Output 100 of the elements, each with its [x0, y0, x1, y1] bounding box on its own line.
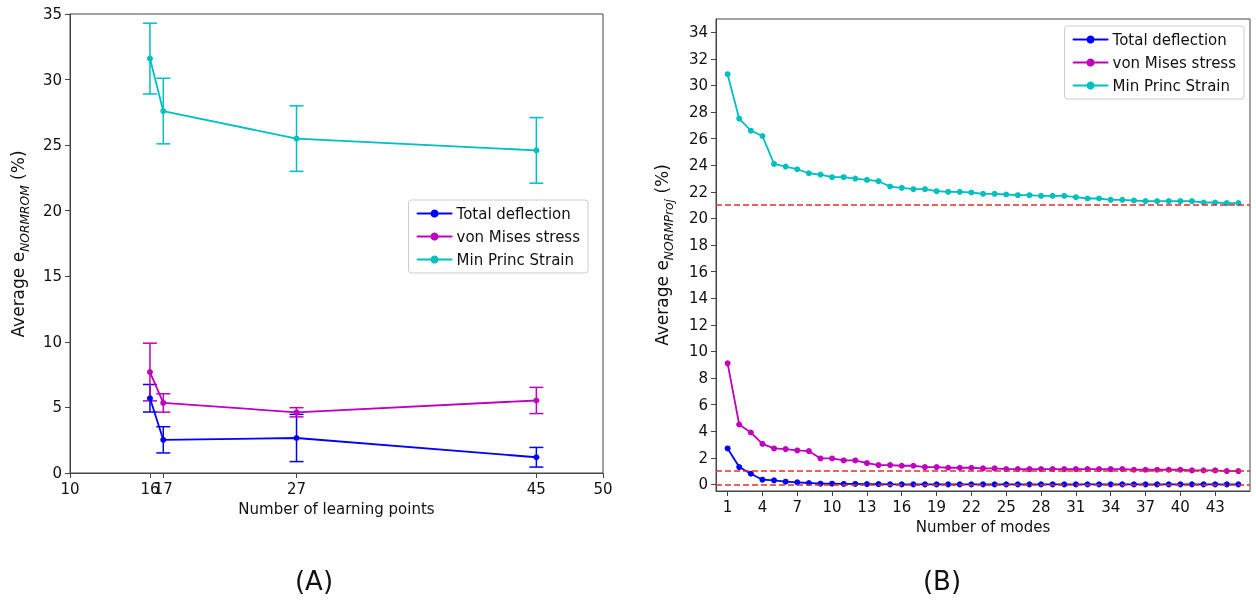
point [910, 462, 917, 469]
point [898, 462, 905, 469]
y-tick-label: 5 [52, 398, 62, 417]
y-tick-label: 28 [688, 103, 708, 122]
point [1096, 195, 1103, 202]
y-tick-label: 24 [688, 156, 708, 175]
point [1142, 198, 1149, 205]
y-tick-label: 2 [698, 448, 708, 467]
point [956, 464, 963, 471]
x-tick-label: 34 [1101, 497, 1121, 516]
point [794, 166, 801, 173]
legend-label: Total deflection [455, 204, 571, 223]
point [771, 445, 778, 452]
point [782, 446, 789, 453]
point [782, 478, 789, 485]
y-tick-label: 30 [42, 70, 62, 89]
point [146, 395, 153, 402]
point [533, 397, 540, 404]
y-tick-label: 4 [698, 422, 708, 441]
point [160, 399, 167, 406]
x-tick-label: 25 [996, 497, 1016, 516]
point [1154, 198, 1161, 205]
point [146, 369, 153, 376]
point [794, 479, 801, 486]
y-tick-label: 10 [42, 332, 62, 351]
point [980, 465, 986, 472]
x-tick-label: 7 [792, 497, 803, 516]
x-tick-label: 1 [722, 497, 733, 516]
y-tick-label: 32 [688, 49, 708, 68]
point [1061, 192, 1068, 199]
point [736, 464, 743, 471]
point [1072, 194, 1079, 201]
x-tick-label: 43 [1205, 497, 1225, 516]
point [1223, 200, 1230, 207]
point [980, 190, 986, 197]
point [875, 462, 882, 469]
point [293, 135, 300, 142]
point [747, 470, 754, 477]
point [991, 190, 998, 197]
x-tick-label: 37 [1135, 497, 1156, 516]
legend-label: von Mises stress [1112, 53, 1237, 72]
y-tick-label: 18 [688, 236, 708, 255]
point [840, 457, 847, 464]
point [759, 476, 766, 483]
y-tick-label: 20 [42, 201, 62, 220]
point [840, 174, 847, 181]
y-tick-label: 8 [698, 368, 708, 387]
x-tick-label: 13 [857, 497, 877, 516]
x-tick-label: 50 [593, 479, 613, 498]
point [945, 188, 952, 195]
x-tick-label: 31 [1066, 497, 1086, 516]
y-tick-label: 14 [688, 289, 708, 308]
x-tick-label: 19 [927, 497, 947, 516]
point [887, 183, 894, 190]
point [747, 127, 754, 134]
legend-label: Total deflection [1111, 30, 1227, 49]
point [736, 421, 743, 428]
point [1177, 198, 1184, 205]
text: (A) [294, 566, 334, 596]
point [1188, 198, 1195, 205]
legend-label: von Mises stress [456, 227, 581, 246]
point [968, 189, 975, 196]
x-tick-label: 10 [822, 497, 842, 516]
point [805, 448, 812, 455]
point [933, 188, 940, 195]
point [759, 440, 766, 447]
point [829, 455, 836, 462]
x-tick-label: 22 [961, 497, 981, 516]
point [852, 457, 859, 464]
y-tick-label: 26 [688, 129, 708, 148]
point [724, 71, 731, 78]
point [747, 429, 754, 436]
x-tick-label: 16 [892, 497, 912, 516]
point [533, 454, 540, 461]
point [160, 108, 167, 115]
point [1049, 192, 1056, 199]
point [1084, 195, 1091, 202]
point [817, 455, 824, 462]
point [1003, 191, 1010, 198]
point [736, 115, 743, 122]
point [945, 464, 952, 471]
point [1130, 197, 1137, 204]
y-tick-label: 15 [42, 267, 62, 286]
point [829, 174, 836, 181]
point [956, 188, 963, 195]
legend-label: Min Princ Strain [1112, 76, 1231, 95]
point [921, 464, 928, 471]
point [759, 133, 766, 139]
y-tick-label: 10 [688, 342, 708, 361]
x-axis-title: Number of learning points [238, 499, 435, 518]
point [160, 436, 167, 443]
point [817, 171, 824, 178]
y-tick-label: 34 [688, 23, 708, 42]
point [1014, 192, 1021, 199]
text: (B) [922, 566, 962, 596]
x-tick-label: 4 [757, 497, 768, 516]
point [724, 360, 731, 367]
point [1026, 192, 1033, 199]
point [1107, 196, 1114, 203]
y-tick-label: 25 [42, 136, 62, 155]
